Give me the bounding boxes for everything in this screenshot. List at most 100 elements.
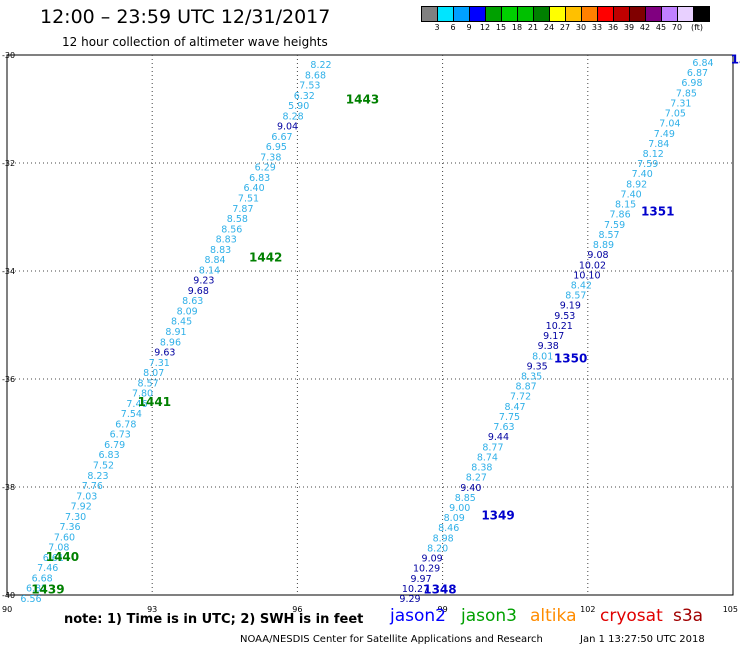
color-scale-label: 30: [575, 23, 587, 32]
color-swatch: [694, 7, 710, 21]
color-scale-label: 9: [466, 23, 472, 32]
wave-height-value: 7.80: [132, 389, 153, 400]
color-scale-label: 3: [434, 23, 440, 32]
wave-height-value: 8.57: [138, 378, 159, 389]
wave-height-value: 8.63: [182, 296, 203, 307]
wave-height-value: 8.47: [504, 402, 525, 413]
wave-height-value: 7.31: [149, 358, 170, 369]
wave-height-value: 8.46: [438, 523, 459, 534]
wave-height-value: 6.73: [110, 430, 131, 441]
longitude-tick-label: 90: [2, 605, 12, 614]
color-scale-label: 24: [543, 23, 555, 32]
wave-height-value: 10.29: [413, 564, 440, 575]
wave-height-value: 8.42: [571, 280, 592, 291]
color-swatch: [422, 7, 438, 21]
wave-height-value: 7.30: [65, 512, 86, 523]
legend-cryosat: cryosat: [600, 606, 663, 626]
wave-height-value: 7.92: [71, 502, 92, 513]
color-scale-labels: 3 6 9 12 15 18 21 24 27 30 33 36 39 42 45 70 (ft): [421, 23, 740, 33]
wave-height-value: 7.60: [54, 532, 75, 543]
wave-height-value: 8.09: [444, 513, 465, 524]
color-swatch: [630, 7, 646, 21]
color-scale-label: 12: [479, 23, 491, 32]
wave-height-value: 8.92: [626, 179, 647, 190]
wave-height-value: 8.87: [516, 382, 537, 393]
wave-height-value: 6.83: [98, 450, 119, 461]
color-swatch: [502, 7, 518, 21]
wave-height-value: 8.45: [171, 317, 192, 328]
wave-height-value: 6.56: [20, 594, 41, 605]
color-scale-label: 27: [559, 23, 571, 32]
footer-note: note: 1) Time is in UTC; 2) SWH is in fe…: [64, 612, 364, 627]
wave-height-value: 7.03: [76, 491, 97, 502]
wave-height-value: 6.40: [243, 183, 264, 194]
longitude-tick-label: 96: [292, 605, 302, 614]
pass-number-label: 1350: [554, 351, 587, 365]
color-swatch: [470, 7, 486, 21]
pass-number-label: 1441: [138, 395, 171, 409]
wave-height-value: 8.91: [165, 327, 186, 338]
wave-height-value: 7.46: [126, 399, 147, 410]
wave-height-value: 9.35: [527, 361, 548, 372]
color-scale-label: 33: [591, 23, 603, 32]
color-scale-label: 42: [639, 23, 651, 32]
map-frame: [6, 54, 734, 596]
wave-height-value: 7.52: [93, 461, 114, 472]
wave-height-value: 9.40: [460, 483, 481, 494]
wave-height-value: 8.09: [177, 306, 198, 317]
color-swatch: [662, 7, 678, 21]
wave-height-value: 6.29: [255, 163, 276, 174]
wave-height-value: 7.53: [299, 81, 320, 92]
wave-height-value: 7.86: [609, 210, 630, 221]
color-scale-label: 36: [607, 23, 619, 32]
wave-height-value: 9.63: [154, 348, 175, 359]
pass-number-label: 13: [731, 52, 740, 66]
wave-height-value: 7.85: [676, 88, 697, 99]
wave-height-value: 9.53: [554, 311, 575, 322]
wave-height-value: 8.12: [643, 149, 664, 160]
latitude-tick-label: -38: [2, 483, 15, 492]
wave-height-value: 9.19: [560, 301, 581, 312]
color-swatch: [438, 7, 454, 21]
pass-number-label: 1439: [31, 583, 64, 597]
color-scale-label: 39: [623, 23, 635, 32]
wave-height-value: 6.82: [26, 584, 47, 595]
page-title: 12:00 – 23:59 UTC 12/31/2017: [40, 6, 331, 28]
wave-height-value: 8.98: [433, 533, 454, 544]
wave-height-value: 8.27: [466, 473, 487, 484]
color-scale-label: 6: [450, 23, 456, 32]
wave-height-value: 9.09: [422, 554, 443, 565]
wave-height-value: 9.17: [543, 331, 564, 342]
wave-height-value: 7.72: [510, 392, 531, 403]
pass-number-label: 1351: [641, 205, 674, 219]
color-swatch: [454, 7, 470, 21]
color-scale-bar: [421, 6, 710, 22]
wave-height-value: 7.63: [493, 422, 514, 433]
wave-height-value: 7.04: [659, 119, 680, 130]
credit-line: NOAA/NESDIS Center for Satellite Applica…: [240, 634, 543, 645]
wave-height-value: 9.97: [410, 574, 431, 585]
wave-height-value: 8.15: [615, 200, 636, 211]
latitude-tick-label: -36: [2, 375, 15, 384]
wave-height-value: 8.83: [210, 245, 231, 256]
wave-height-value: 8.23: [87, 471, 108, 482]
wave-height-value: 9.04: [277, 122, 298, 133]
color-swatch: [678, 7, 694, 21]
page-subtitle: 12 hour collection of altimeter wave hei…: [62, 35, 328, 49]
wave-height-value: 10.27: [402, 584, 429, 595]
wave-height-value: 7.59: [637, 159, 658, 170]
wave-height-value: 6.84: [692, 58, 713, 69]
wave-height-value: 6.67: [271, 132, 292, 143]
wave-height-value: 9.38: [538, 341, 559, 352]
wave-height-value: 6.78: [115, 419, 136, 430]
latitude-tick-label: -40: [2, 591, 15, 600]
wave-height-value: 8.57: [565, 291, 586, 302]
pass-number-label: 1440: [46, 550, 79, 564]
color-swatch: [550, 7, 566, 21]
wave-height-value: 9.68: [188, 286, 209, 297]
color-scale-label: 45: [655, 23, 667, 32]
wave-height-value: 7.05: [665, 109, 686, 120]
color-scale-label: 70: [671, 23, 683, 32]
wave-height-value: 6.79: [104, 440, 125, 451]
color-scale-label: (ft): [690, 23, 704, 32]
